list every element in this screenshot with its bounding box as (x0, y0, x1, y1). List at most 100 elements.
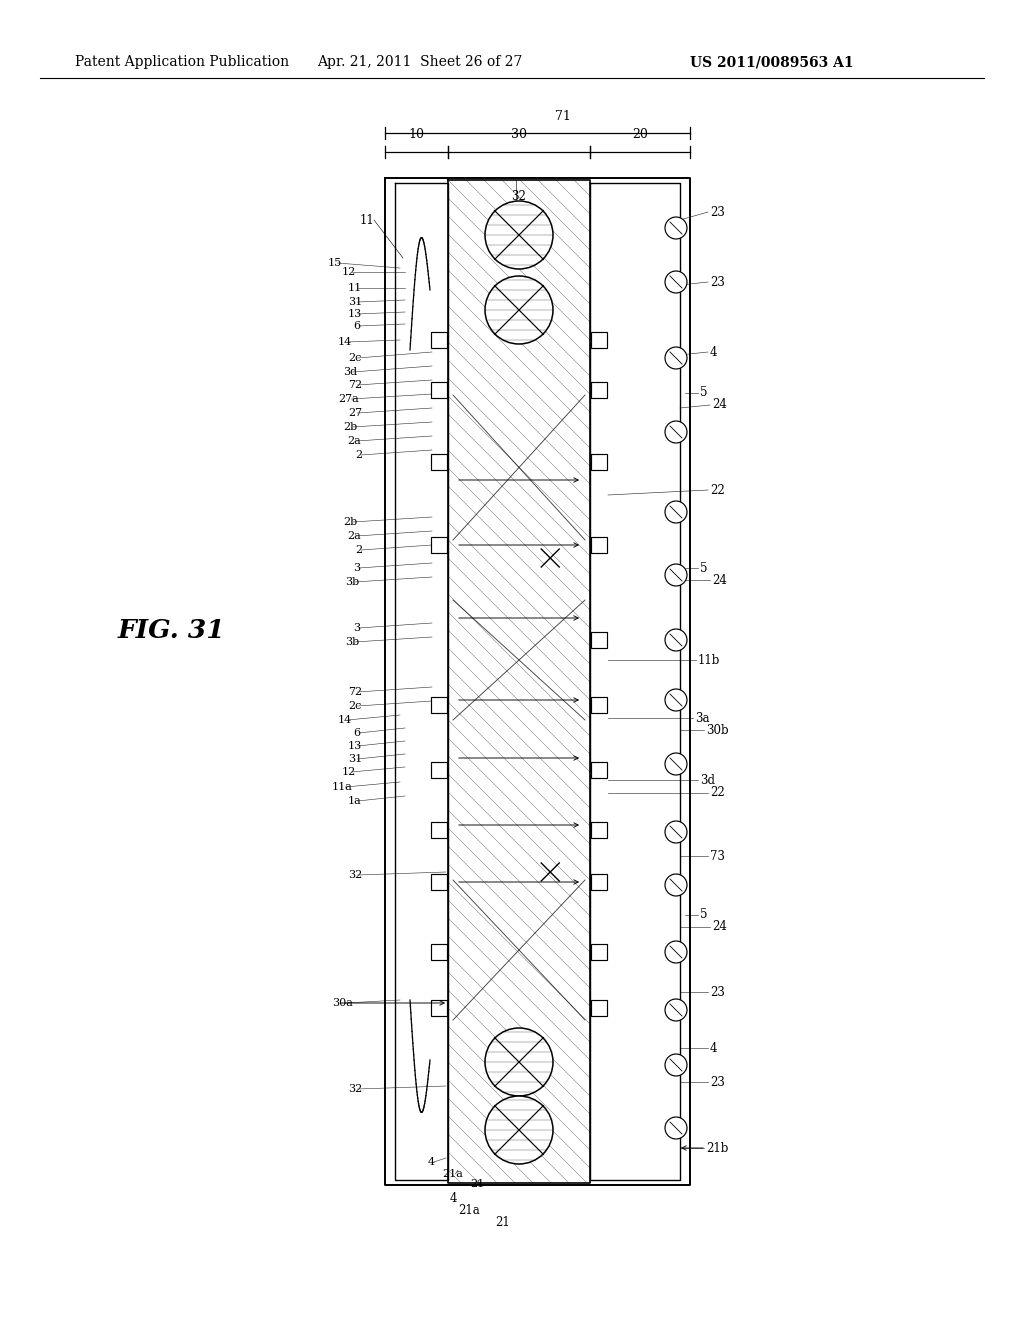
Text: 2: 2 (355, 450, 362, 459)
Circle shape (665, 564, 687, 586)
Text: 23: 23 (710, 276, 725, 289)
Text: 4: 4 (710, 346, 718, 359)
Text: 30a: 30a (332, 998, 353, 1008)
Text: 23: 23 (710, 986, 725, 998)
Text: 4: 4 (450, 1192, 457, 1204)
Text: 11b: 11b (698, 653, 720, 667)
Circle shape (665, 821, 687, 843)
Text: 15: 15 (328, 257, 342, 268)
Text: 5: 5 (700, 908, 708, 921)
Text: 10: 10 (409, 128, 425, 140)
Text: 3a: 3a (695, 711, 710, 725)
Text: 12: 12 (342, 767, 356, 777)
Text: 2c: 2c (348, 701, 361, 711)
Text: 27a: 27a (338, 393, 358, 404)
Circle shape (665, 874, 687, 896)
Circle shape (485, 276, 553, 345)
Text: 32: 32 (348, 870, 362, 880)
Circle shape (485, 1096, 553, 1164)
Circle shape (665, 1053, 687, 1076)
Text: 21a: 21a (442, 1170, 463, 1179)
Circle shape (665, 347, 687, 370)
Circle shape (485, 1028, 553, 1096)
Bar (591, 537, 607, 553)
Text: 2a: 2a (347, 436, 360, 446)
Text: 23: 23 (710, 1076, 725, 1089)
Bar (591, 333, 607, 348)
Text: 22: 22 (710, 483, 725, 496)
Bar (431, 1001, 447, 1016)
Bar (591, 944, 607, 960)
Text: 3b: 3b (345, 638, 359, 647)
Text: FIG. 31: FIG. 31 (118, 618, 225, 643)
Text: Patent Application Publication: Patent Application Publication (75, 55, 289, 69)
Text: 12: 12 (342, 267, 356, 277)
Text: 5: 5 (700, 387, 708, 400)
Text: 3b: 3b (345, 577, 359, 587)
Text: 24: 24 (712, 920, 727, 933)
Text: 21b: 21b (706, 1142, 728, 1155)
Text: 2c: 2c (348, 352, 361, 363)
Text: Apr. 21, 2011  Sheet 26 of 27: Apr. 21, 2011 Sheet 26 of 27 (317, 55, 522, 69)
Text: 13: 13 (348, 741, 362, 751)
Bar (431, 537, 447, 553)
Bar (431, 454, 447, 470)
Text: 27: 27 (348, 408, 362, 418)
Text: 23: 23 (710, 206, 725, 219)
Text: 21: 21 (496, 1216, 510, 1229)
Circle shape (665, 502, 687, 523)
Text: 31: 31 (348, 754, 362, 764)
Circle shape (665, 216, 687, 239)
Text: 6: 6 (353, 321, 360, 331)
Text: 31: 31 (348, 297, 362, 308)
Circle shape (665, 689, 687, 711)
Text: 5: 5 (700, 561, 708, 574)
Text: 3: 3 (353, 623, 360, 634)
Text: 4: 4 (428, 1158, 435, 1167)
Text: 32: 32 (348, 1084, 362, 1094)
Circle shape (485, 201, 553, 269)
Text: 72: 72 (348, 380, 362, 389)
Text: 32: 32 (511, 190, 526, 203)
Text: 71: 71 (555, 111, 570, 124)
Circle shape (665, 630, 687, 651)
Text: 3d: 3d (700, 774, 715, 787)
Bar (431, 822, 447, 838)
Text: 24: 24 (712, 573, 727, 586)
Circle shape (665, 1117, 687, 1139)
Bar (431, 874, 447, 890)
Text: 6: 6 (353, 729, 360, 738)
Bar (591, 381, 607, 399)
Bar (591, 454, 607, 470)
Text: 72: 72 (348, 686, 362, 697)
Text: 1a: 1a (348, 796, 361, 807)
Text: 2: 2 (355, 545, 362, 554)
Text: 30b: 30b (706, 723, 729, 737)
Bar (591, 1001, 607, 1016)
Bar (591, 874, 607, 890)
Text: 11: 11 (360, 214, 375, 227)
Bar (431, 697, 447, 713)
Text: 20: 20 (632, 128, 648, 140)
Text: US 2011/0089563 A1: US 2011/0089563 A1 (690, 55, 854, 69)
Text: 14: 14 (338, 337, 352, 347)
Text: 24: 24 (712, 399, 727, 412)
Text: 21a: 21a (458, 1204, 480, 1217)
Bar (591, 632, 607, 648)
Text: 22: 22 (710, 787, 725, 800)
Bar (591, 762, 607, 777)
Bar (431, 762, 447, 777)
Text: 2a: 2a (347, 531, 360, 541)
Text: 11a: 11a (332, 781, 353, 792)
Text: 3: 3 (353, 564, 360, 573)
Text: 14: 14 (338, 715, 352, 725)
Text: 13: 13 (348, 309, 362, 319)
Text: 4: 4 (710, 1041, 718, 1055)
Bar (431, 333, 447, 348)
Bar (591, 697, 607, 713)
Text: 2b: 2b (343, 517, 357, 527)
Text: 73: 73 (710, 850, 725, 862)
Circle shape (665, 271, 687, 293)
Bar (591, 822, 607, 838)
Bar (431, 944, 447, 960)
